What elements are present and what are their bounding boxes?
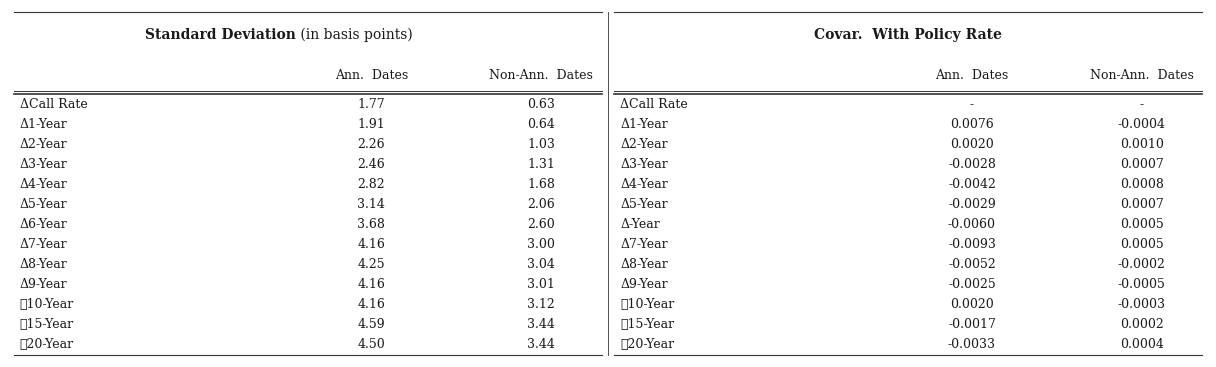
Text: -0.0025: -0.0025 bbox=[948, 278, 996, 291]
Text: 4.16: 4.16 bbox=[358, 298, 385, 311]
Text: Δ4-Year: Δ4-Year bbox=[19, 178, 67, 191]
Text: Covar.  With Policy Rate: Covar. With Policy Rate bbox=[815, 28, 1002, 41]
Text: Δ7-Year: Δ7-Year bbox=[19, 238, 67, 251]
Text: 4.16: 4.16 bbox=[358, 278, 385, 291]
Text: Δ8-Year: Δ8-Year bbox=[620, 258, 668, 271]
Text: Δ3-Year: Δ3-Year bbox=[620, 158, 668, 171]
Text: 3.12: 3.12 bbox=[528, 298, 556, 311]
Text: 0.0007: 0.0007 bbox=[1120, 198, 1164, 211]
Text: ͉15-Year: ͉15-Year bbox=[620, 318, 674, 331]
Text: Δ7-Year: Δ7-Year bbox=[620, 238, 668, 251]
Text: 3.44: 3.44 bbox=[528, 338, 556, 351]
Text: Δ-Year: Δ-Year bbox=[620, 218, 660, 231]
Text: 1.77: 1.77 bbox=[358, 98, 385, 111]
Text: ͉10-Year: ͉10-Year bbox=[19, 298, 74, 311]
Text: Δ2-Year: Δ2-Year bbox=[19, 138, 67, 151]
Text: ΔCall Rate: ΔCall Rate bbox=[19, 98, 88, 111]
Text: -0.0033: -0.0033 bbox=[948, 338, 996, 351]
Text: 0.0010: 0.0010 bbox=[1120, 138, 1164, 151]
Text: Ann.  Dates: Ann. Dates bbox=[935, 69, 1008, 82]
Text: 1.31: 1.31 bbox=[528, 158, 556, 171]
Text: ͉20-Year: ͉20-Year bbox=[620, 338, 674, 351]
Text: Δ9-Year: Δ9-Year bbox=[620, 278, 668, 291]
Text: Δ6-Year: Δ6-Year bbox=[19, 218, 67, 231]
Text: -0.0028: -0.0028 bbox=[948, 158, 996, 171]
Text: Δ2-Year: Δ2-Year bbox=[620, 138, 668, 151]
Text: -: - bbox=[1139, 98, 1144, 111]
Text: 0.64: 0.64 bbox=[528, 118, 556, 131]
Text: 2.60: 2.60 bbox=[528, 218, 556, 231]
Text: 0.0020: 0.0020 bbox=[950, 138, 993, 151]
Text: 2.82: 2.82 bbox=[358, 178, 385, 191]
Text: Δ1-Year: Δ1-Year bbox=[620, 118, 668, 131]
Text: 3.01: 3.01 bbox=[528, 278, 556, 291]
Text: 0.0002: 0.0002 bbox=[1120, 318, 1164, 331]
Text: -: - bbox=[970, 98, 974, 111]
Text: 1.68: 1.68 bbox=[528, 178, 556, 191]
Text: -0.0052: -0.0052 bbox=[948, 258, 996, 271]
Text: 1.91: 1.91 bbox=[358, 118, 385, 131]
Text: Δ9-Year: Δ9-Year bbox=[19, 278, 67, 291]
Text: 3.04: 3.04 bbox=[528, 258, 556, 271]
Text: 0.63: 0.63 bbox=[528, 98, 556, 111]
Text: -0.0002: -0.0002 bbox=[1118, 258, 1166, 271]
Text: ͉10-Year: ͉10-Year bbox=[620, 298, 675, 311]
Text: 3.44: 3.44 bbox=[528, 318, 556, 331]
Text: Ann.  Dates: Ann. Dates bbox=[334, 69, 409, 82]
Text: 3.14: 3.14 bbox=[358, 198, 385, 211]
Text: Δ4-Year: Δ4-Year bbox=[620, 178, 668, 191]
Text: 0.0076: 0.0076 bbox=[950, 118, 993, 131]
Text: -0.0003: -0.0003 bbox=[1118, 298, 1166, 311]
Text: 4.59: 4.59 bbox=[358, 318, 385, 331]
Text: Standard Deviation: Standard Deviation bbox=[145, 28, 295, 41]
Text: Non-Ann.  Dates: Non-Ann. Dates bbox=[489, 69, 593, 82]
Text: 0.0007: 0.0007 bbox=[1120, 158, 1164, 171]
Text: 0.0008: 0.0008 bbox=[1120, 178, 1164, 191]
Text: -0.0042: -0.0042 bbox=[948, 178, 996, 191]
Text: Δ8-Year: Δ8-Year bbox=[19, 258, 67, 271]
Text: Non-Ann.  Dates: Non-Ann. Dates bbox=[1090, 69, 1194, 82]
Text: -0.0005: -0.0005 bbox=[1118, 278, 1166, 291]
Text: -0.0029: -0.0029 bbox=[948, 198, 996, 211]
Text: 4.16: 4.16 bbox=[358, 238, 385, 251]
Text: 4.50: 4.50 bbox=[358, 338, 385, 351]
Text: Δ5-Year: Δ5-Year bbox=[19, 198, 67, 211]
Text: -0.0004: -0.0004 bbox=[1118, 118, 1166, 131]
Text: 2.46: 2.46 bbox=[358, 158, 385, 171]
Text: 1.03: 1.03 bbox=[528, 138, 556, 151]
Text: -0.0093: -0.0093 bbox=[948, 238, 996, 251]
Text: 2.26: 2.26 bbox=[358, 138, 385, 151]
Text: 3.68: 3.68 bbox=[358, 218, 385, 231]
Text: 0.0004: 0.0004 bbox=[1120, 338, 1164, 351]
Text: Δ3-Year: Δ3-Year bbox=[19, 158, 67, 171]
Text: (in basis points): (in basis points) bbox=[295, 28, 412, 42]
Text: 0.0005: 0.0005 bbox=[1120, 238, 1164, 251]
Text: Δ5-Year: Δ5-Year bbox=[620, 198, 668, 211]
Text: -0.0060: -0.0060 bbox=[948, 218, 996, 231]
Text: 0.0005: 0.0005 bbox=[1120, 218, 1164, 231]
Text: 4.25: 4.25 bbox=[358, 258, 385, 271]
Text: 0.0020: 0.0020 bbox=[950, 298, 993, 311]
Text: 2.06: 2.06 bbox=[528, 198, 556, 211]
Text: ΔCall Rate: ΔCall Rate bbox=[620, 98, 688, 111]
Text: ͉15-Year: ͉15-Year bbox=[19, 318, 74, 331]
Text: ͉20-Year: ͉20-Year bbox=[19, 338, 74, 351]
Text: Δ1-Year: Δ1-Year bbox=[19, 118, 67, 131]
Text: 3.00: 3.00 bbox=[528, 238, 556, 251]
Text: -0.0017: -0.0017 bbox=[948, 318, 996, 331]
